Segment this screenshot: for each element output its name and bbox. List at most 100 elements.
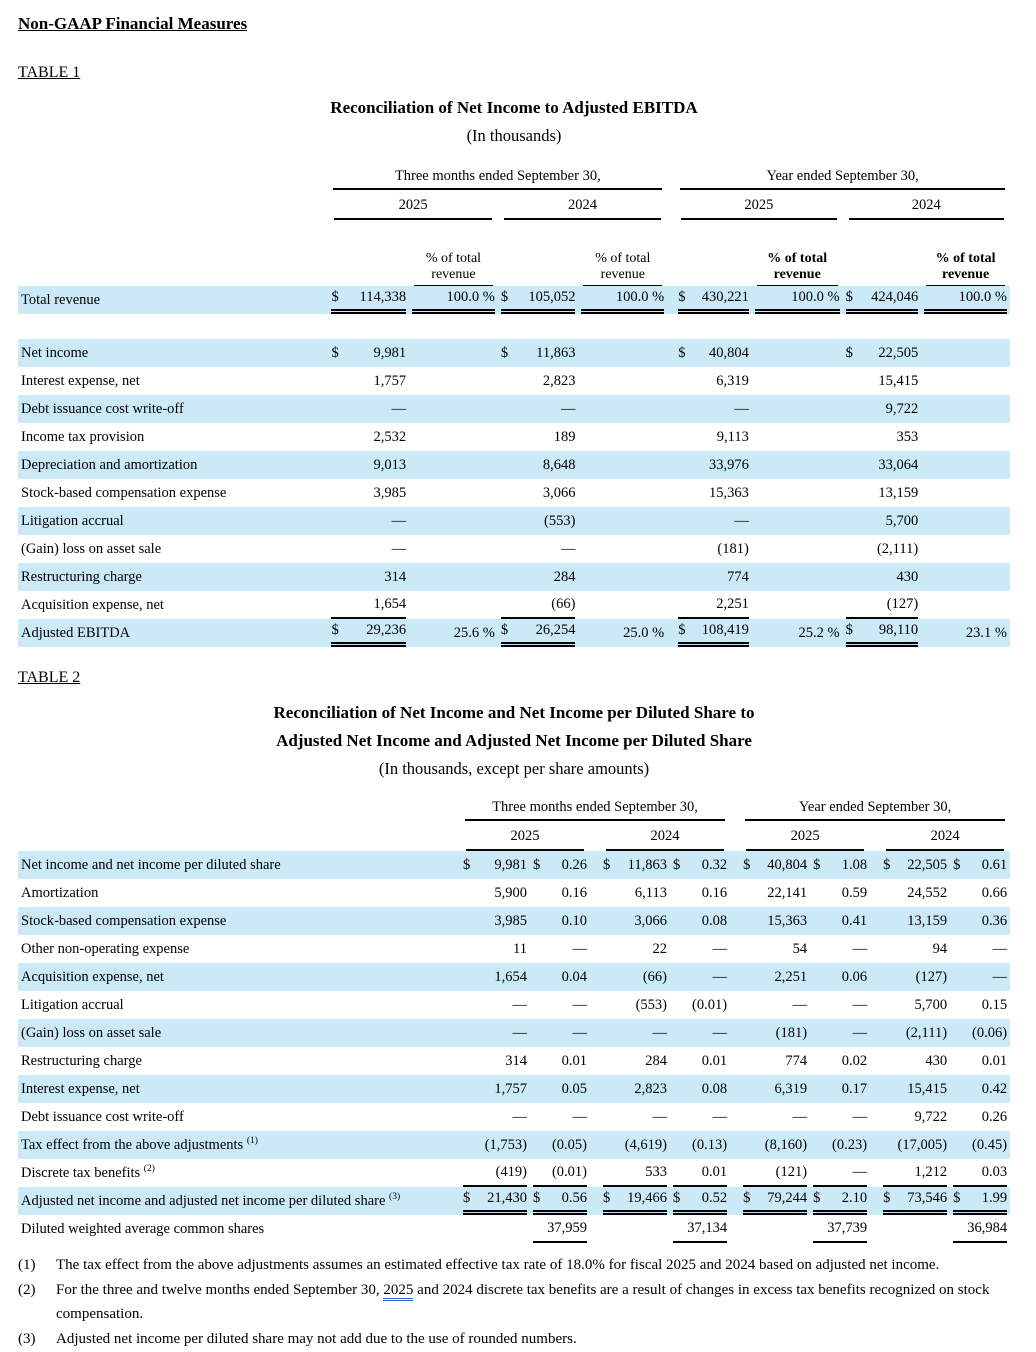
value-cell: 15,415 — [878, 372, 919, 389]
value-cell: 0.04 — [530, 963, 590, 991]
value-cell — [751, 507, 843, 535]
table1-group-header-row: Three months ended September 30, Year en… — [18, 162, 1010, 190]
currency-symbol: $ — [500, 344, 509, 361]
value-cell: 3,066 — [542, 484, 576, 501]
currency-symbol: $ — [953, 1190, 961, 1206]
currency-symbol: $ — [678, 344, 686, 361]
value-cell: 5,700 — [842, 507, 922, 535]
value-cell — [578, 535, 667, 563]
row-label: Discrete tax benefits (2) — [21, 1163, 155, 1181]
row-label: Acquisition expense, net — [18, 963, 460, 991]
value-cell — [921, 591, 1010, 619]
column-spacer — [667, 451, 676, 479]
value-cell: (17,005) — [880, 1131, 951, 1159]
value-cell: (0.05) — [530, 1131, 590, 1159]
table1-group-year-ended: Year ended September 30, — [680, 168, 1005, 190]
table2-year-3: 2024 — [886, 828, 1005, 851]
table2-label: TABLE 2 — [18, 669, 81, 686]
value-cell: 1,212 — [880, 1159, 950, 1187]
value-cell — [921, 339, 1010, 367]
value-cell — [921, 451, 1010, 479]
value-cell: $9,981 — [460, 851, 530, 879]
value-cell — [752, 535, 843, 563]
value-cell: — — [512, 1108, 528, 1125]
value-cell: $79,244 — [740, 1187, 811, 1215]
value-cell — [409, 423, 498, 451]
value-cell: 0.01 — [670, 1159, 730, 1187]
table-row: Interest expense, net 1,757 0.05 2,823 0.08 6… — [18, 1075, 1011, 1103]
value-cell: $0.52 — [670, 1187, 731, 1215]
currency-symbol: $ — [673, 856, 681, 873]
value-cell — [921, 423, 1010, 451]
value-cell: 353 — [896, 428, 919, 445]
footnotes: (1) The tax effect from the above adjust… — [18, 1253, 1010, 1351]
value-cell: 2,532 — [373, 428, 407, 445]
row-label: Adjusted EBITDA — [18, 619, 329, 647]
column-spacer — [730, 1159, 740, 1187]
currency-symbol: $ — [845, 289, 853, 305]
table1-year-2: 2025 — [681, 197, 837, 220]
value-cell — [921, 535, 1010, 563]
value-cell: 0.26 — [981, 1108, 1008, 1125]
value-cell: 774 — [785, 1052, 808, 1069]
value-cell: — — [675, 395, 752, 423]
table-row: Restructuring charge 314 284 774 430 — [18, 563, 1010, 591]
value-cell: (419) — [460, 1159, 530, 1187]
value-cell: $430,221 — [675, 286, 752, 314]
value-cell: 2,251 — [675, 591, 752, 619]
value-cell: (553) — [497, 507, 579, 535]
value-cell: $11,863 — [497, 339, 579, 367]
row-label: (Gain) loss on asset sale — [21, 540, 162, 557]
column-spacer — [590, 879, 600, 907]
value-cell: — — [852, 996, 868, 1013]
value-cell — [409, 507, 498, 535]
table-row: Diluted weighted average common shares 37… — [18, 1215, 1010, 1243]
value-cell: 284 — [497, 563, 579, 591]
table-row: Net income and net income per diluted sh… — [18, 851, 1011, 879]
value-cell: — — [810, 1159, 870, 1187]
value-cell: 100.0 % — [921, 286, 1010, 314]
table1-title: Reconciliation of Net Income to Adjusted… — [330, 98, 698, 117]
column-spacer — [667, 339, 676, 367]
row-label: Income tax provision — [21, 428, 145, 445]
row-label: Net income and net income per diluted sh… — [18, 851, 460, 879]
value-cell: — — [460, 1019, 530, 1047]
column-spacer — [870, 1019, 881, 1047]
value-cell — [409, 367, 498, 395]
value-cell — [600, 1215, 670, 1243]
footnote-reference: (1) — [246, 1135, 258, 1146]
value-cell: 1,757 — [460, 1075, 530, 1103]
column-spacer — [590, 1159, 600, 1187]
table-row: Amortization 5,900 0.16 6,113 0.16 22,141 0.59… — [18, 879, 1010, 907]
value-cell: (8,160) — [740, 1131, 811, 1159]
value-cell: $1.08 — [810, 851, 871, 879]
table-row: Total revenue $114,338 100.0 % $105,052 100.… — [18, 286, 1010, 314]
value-cell: $40,804 — [740, 851, 811, 879]
value-cell: 9,113 — [716, 428, 749, 445]
currency-symbol: $ — [743, 856, 751, 873]
value-cell: $0.61 — [950, 851, 1011, 879]
currency-symbol: $ — [678, 622, 686, 638]
value-cell: (181) — [740, 1019, 811, 1047]
value-cell: — — [600, 1019, 670, 1047]
value-cell: 0.08 — [670, 907, 731, 935]
currency-symbol: $ — [331, 344, 339, 361]
value-cell: 0.42 — [950, 1075, 1011, 1103]
column-spacer — [870, 1159, 880, 1187]
table1-subtitle: (In thousands) — [466, 126, 562, 145]
value-cell: 5,900 — [494, 884, 527, 901]
value-cell: 2,823 — [600, 1075, 670, 1103]
value-cell — [740, 1215, 810, 1243]
value-cell: (1,753) — [460, 1131, 530, 1159]
table1-pct-header-1: % of total revenue — [583, 251, 663, 286]
value-cell: $11,863 — [600, 851, 670, 879]
value-cell: $2.10 — [810, 1187, 871, 1215]
value-cell — [752, 423, 843, 451]
table-row: Stock-based compensation expense 3,985 0.1… — [18, 907, 1011, 935]
value-cell: 314 — [505, 1052, 527, 1069]
value-cell: (0.23) — [810, 1131, 871, 1159]
column-spacer — [667, 535, 675, 563]
value-cell — [921, 479, 1010, 507]
table1-pct-header-0: % of total revenue — [414, 251, 493, 286]
table-row: (Gain) loss on asset sale — — (181) (2,111) — [18, 535, 1010, 563]
